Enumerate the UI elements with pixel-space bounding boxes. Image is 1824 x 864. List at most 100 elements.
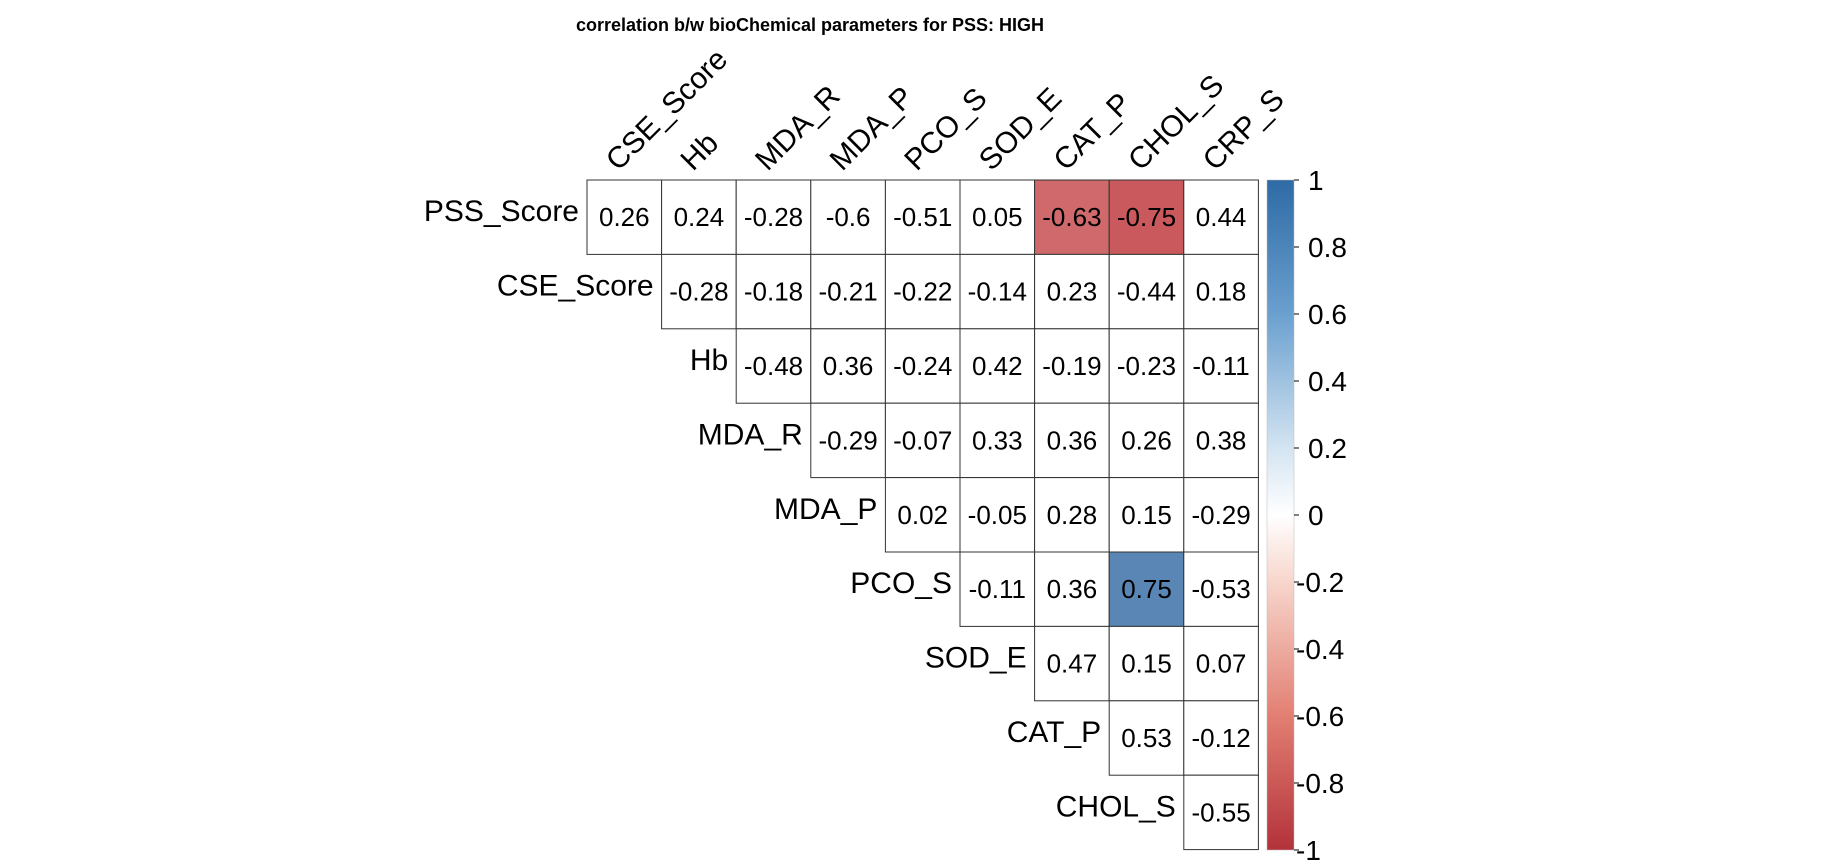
cell-value-label: -0.63 [1042,202,1101,232]
cell-value-label: -0.05 [968,500,1027,530]
heatmap-cell [959,328,1036,404]
heatmap-cell [884,477,961,553]
cell-value-label: 0.02 [897,500,948,530]
heatmap-cell [1034,402,1110,479]
heatmap-cells: 0.26 0.24 -0.28 -0.6 -0.51 0.05 -0.63 -0.75 0.44… [586,179,1259,851]
cell-value-label: -0.51 [893,202,952,232]
heatmap-cell [1183,774,1259,851]
legend-tick-label: -0.2 [1296,567,1344,598]
color-legend-ticks: 1 0.8 0.6 0.4 0.2 0 -0.2 -0.4 -0.6 -0.8 -1 [1294,165,1347,864]
heatmap-cell [1108,179,1185,255]
cell-value-label: 0.24 [674,202,725,232]
cell-value-label: 0.15 [1121,649,1172,679]
legend-tick-label: -0.8 [1296,768,1344,799]
row-label: PCO_S [850,567,952,600]
cell-value-label: -0.12 [1191,723,1250,753]
column-label: SOD_E [973,82,1068,177]
cell-value-label: 0.38 [1196,425,1247,455]
cell-value-label: 0.33 [972,425,1023,455]
cell-value-label: -0.22 [893,277,952,307]
heatmap-cell [1108,625,1185,702]
heatmap-cell [1183,253,1259,330]
heatmap-cell [1183,700,1259,776]
cell-value-label: -0.11 [969,574,1026,604]
heatmap-cell [810,402,886,479]
cell-value-label: -0.07 [893,425,952,455]
cell-value-label: -0.44 [1117,277,1176,307]
row-labels: PSS_Score CSE_Score Hb MDA_R MDA_P PCO_S SOD_E… [424,195,1176,823]
cell-value-label: -0.24 [893,351,952,381]
cell-value-label: -0.29 [818,425,877,455]
legend-tick-label: -1 [1296,835,1321,864]
heatmap-cell [810,179,886,255]
heatmap-cell [884,179,961,255]
cell-value-label: 0.28 [1047,500,1098,530]
cell-value-label: 0.26 [599,202,650,232]
cell-value-label: 0.36 [1047,574,1098,604]
legend-tick-label: 0.6 [1308,299,1347,330]
column-label: Hb [675,126,725,176]
cell-value-label: -0.28 [744,202,803,232]
heatmap-cell [810,328,886,404]
cell-value-label: -0.19 [1042,351,1101,381]
heatmap-cell [1034,625,1110,702]
chart-title: correlation b/w bioChemical parameters f… [576,15,1044,35]
cell-value-label: 0.42 [972,351,1023,381]
cell-value-label: -0.23 [1117,351,1176,381]
heatmap-cell [1108,328,1185,404]
row-label: MDA_R [698,418,803,451]
cell-value-label: 0.53 [1121,723,1172,753]
heatmap-cell [1183,179,1259,255]
color-legend-bar [1266,179,1295,851]
legend-tick-label: 0.4 [1308,366,1347,397]
heatmap-cell [1183,551,1259,627]
row-label: SOD_E [925,642,1027,675]
cell-value-label: 0.05 [972,202,1023,232]
row-label: CAT_P [1007,716,1101,749]
heatmap-cell [1108,477,1185,553]
cell-value-label: 0.15 [1121,500,1172,530]
cell-value-label: -0.21 [818,277,877,307]
heatmap-cell [735,328,812,404]
heatmap-cell [810,253,886,330]
cell-value-label: 0.36 [823,351,874,381]
cell-value-label: -0.53 [1191,574,1250,604]
heatmap-cell [1034,477,1110,553]
row-label: Hb [690,344,728,377]
cell-value-label: -0.18 [744,277,803,307]
column-label: PCO_S [898,82,993,177]
legend-tick-label: -0.6 [1296,701,1344,732]
cell-value-label: -0.75 [1117,202,1176,232]
heatmap-cell [959,477,1036,553]
heatmap-cell [1183,625,1259,702]
cell-value-label: 0.36 [1047,425,1098,455]
cell-value-label: -0.55 [1191,797,1250,827]
legend-tick-label: -0.4 [1296,634,1344,665]
cell-value-label: -0.6 [826,202,871,232]
cell-value-label: -0.48 [744,351,803,381]
legend-tick-label: 0.2 [1308,433,1347,464]
cell-value-label: -0.28 [669,277,728,307]
heatmap-cell [959,551,1036,627]
heatmap-cell [661,179,737,255]
heatmap-cell [1034,328,1110,404]
cell-value-label: 0.26 [1121,425,1172,455]
heatmap-cell [1183,402,1259,479]
heatmap-cell [959,253,1036,330]
legend-tick-label: 0 [1308,500,1324,531]
heatmap-cell [1183,328,1259,404]
row-label: PSS_Score [424,195,579,228]
legend-tick-label: 0.8 [1308,232,1347,263]
legend-tick-label: 1 [1308,165,1324,196]
heatmap-cell [1034,253,1110,330]
cell-value-label: 0.75 [1121,574,1172,604]
cell-value-label: -0.29 [1191,500,1250,530]
heatmap-cell [586,179,663,255]
color-legend: 1 0.8 0.6 0.4 0.2 0 -0.2 -0.4 -0.6 -0.8 -1 [1266,165,1347,864]
row-label: CSE_Score [497,270,654,303]
cell-value-label: -0.11 [1192,351,1249,381]
cell-value-label: -0.14 [968,277,1027,307]
